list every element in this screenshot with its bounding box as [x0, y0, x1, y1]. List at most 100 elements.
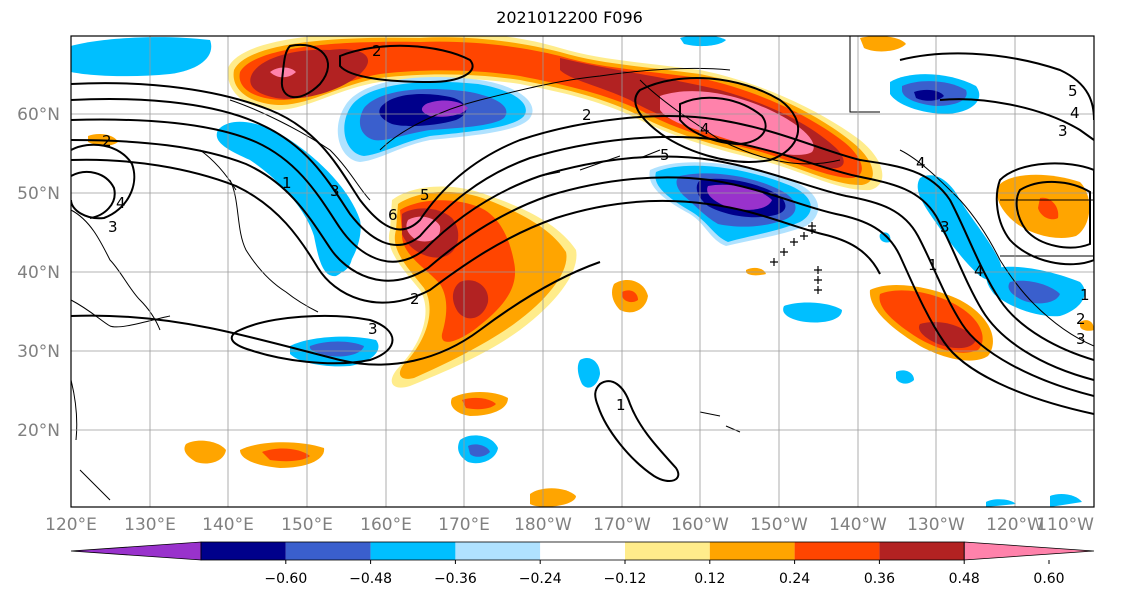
- contour-label: 4: [700, 120, 710, 138]
- lon-label: 120°E: [45, 515, 97, 535]
- lon-label: 170°E: [438, 515, 490, 535]
- colorbar-tick-label: −0.48: [349, 571, 392, 587]
- contour-label: 3: [108, 218, 118, 236]
- colorbar-segment: [370, 542, 456, 560]
- contour-closed-low-inner: [679, 96, 767, 146]
- contour-ne-arc: [899, 52, 1094, 121]
- contour-line: [71, 118, 1094, 397]
- hawaii: [699, 411, 741, 433]
- map-background: [71, 36, 1094, 507]
- negative-small-15: [986, 499, 1016, 507]
- contour-label: 2: [582, 106, 592, 124]
- contours: [71, 43, 1094, 483]
- negative-small-14: [1050, 494, 1082, 507]
- contour-label: 3: [1076, 330, 1086, 348]
- negative-west-coast: [917, 175, 1002, 281]
- colorbar-segment: [285, 542, 371, 560]
- na-west-coast: [899, 149, 1094, 347]
- lat-label: 50°N: [17, 184, 60, 204]
- negative-okhotsk-peak: [421, 100, 468, 117]
- lon-label: 130°E: [124, 515, 176, 535]
- contour-closed-low: [634, 77, 800, 163]
- negative-baja-mid: [1008, 280, 1060, 304]
- negative-small-8: [783, 302, 842, 323]
- positive-ridge-dark-south: [452, 280, 489, 319]
- positive-small-2-red: [462, 397, 496, 410]
- contour-label: 5: [1068, 82, 1078, 100]
- colorbar-outline: [200, 541, 965, 561]
- positive-small-6: [530, 488, 576, 507]
- contour-label: 3: [940, 218, 950, 236]
- contour-label: 1: [1080, 286, 1090, 304]
- colorbar-tick-label: 0.48: [949, 571, 980, 587]
- lon-label: 140°E: [202, 515, 254, 535]
- positive-small-1-red: [622, 290, 638, 303]
- lon-label: 140°W: [829, 515, 887, 535]
- contour-closed-west: [71, 143, 136, 220]
- positive-small-4-red: [262, 448, 310, 462]
- coastlines: [71, 36, 1094, 501]
- colorbar-segment: [709, 542, 795, 560]
- contour-closed-2-nw: [280, 43, 330, 99]
- positive-band-orange: [233, 37, 873, 186]
- lat-axis: 60°N 50°N 40°N 30°N 20°N: [17, 105, 60, 441]
- colorbar-segment: [794, 542, 880, 560]
- positive-small-5: [184, 440, 226, 464]
- contour-label: 2: [372, 42, 382, 60]
- state-borders: [1000, 199, 1094, 257]
- negative-small-9: [879, 232, 891, 243]
- colorbar-tick-label: 0.12: [694, 571, 725, 587]
- contour-closed-3: [230, 314, 394, 365]
- lon-label: 160°E: [360, 515, 412, 535]
- map-frame: [70, 35, 1095, 508]
- lon-label: 170°W: [593, 515, 651, 535]
- colorbar-tick-label: 0.36: [864, 571, 895, 587]
- negative-nw-corner: [71, 37, 212, 77]
- contour-label: 3: [330, 182, 340, 200]
- colorbar-tick-label: −0.24: [519, 571, 562, 587]
- japan-coast: [229, 179, 319, 313]
- positive-rockies-red: [1038, 197, 1059, 220]
- positive-small-13: [1080, 320, 1094, 331]
- contour-closed-2-n: [339, 44, 474, 84]
- colorbar-tick-label: 0.60: [1033, 571, 1064, 587]
- contour-closed-west-inner: [71, 171, 116, 219]
- border-line: [849, 36, 880, 113]
- negative-south-japan-mid: [309, 341, 364, 357]
- lat-label: 60°N: [17, 105, 60, 125]
- lon-axis: 120°E 130°E 140°E 150°E 160°E 170°E 180°…: [45, 515, 1094, 535]
- contour-label: 2: [1076, 310, 1086, 328]
- lon-label: 150°E: [281, 515, 333, 535]
- lon-label: 110°W: [1036, 515, 1094, 535]
- negative-small-7: [577, 357, 600, 388]
- contour-line: [71, 261, 601, 366]
- contour-label: 4: [916, 154, 926, 172]
- positive-dark-west: [250, 49, 369, 99]
- lon-label: 160°W: [671, 515, 729, 535]
- colorbar-extend-low: [70, 541, 202, 561]
- contour-label: 4: [974, 262, 984, 280]
- colorbar-extend-high: [963, 541, 1095, 561]
- colorbar-tick-label: −0.12: [604, 571, 647, 587]
- negative-small-16: [680, 36, 726, 47]
- siberia-coast: [379, 67, 731, 151]
- contour-label: 2: [102, 132, 112, 150]
- lon-label: 180°W: [514, 515, 572, 535]
- plus-markers: [770, 222, 822, 294]
- philippines-coast: [71, 379, 111, 501]
- contour-closed-high-ne-inner: [1015, 180, 1091, 249]
- contour-label: 2: [410, 290, 420, 308]
- contour-label: 3: [1058, 122, 1068, 140]
- negative-small-10: [896, 370, 914, 384]
- contour-label: 6: [388, 206, 398, 224]
- significance-markers: [770, 222, 822, 294]
- contour-labels: 2 3 4 1 2 3 6 5 2 3 2 5 4 1 1 3 4 5 4 3 …: [102, 42, 1090, 414]
- lat-label: 20°N: [17, 421, 60, 441]
- colorbar-segment: [455, 542, 541, 560]
- colorbar-segment: [201, 542, 286, 560]
- kamchatka-coast: [229, 99, 371, 201]
- contour-label: 1: [928, 256, 938, 274]
- contour-label: 5: [420, 186, 430, 204]
- colorbar-tick-label: 0.24: [779, 571, 810, 587]
- contour-label: 1: [282, 174, 292, 192]
